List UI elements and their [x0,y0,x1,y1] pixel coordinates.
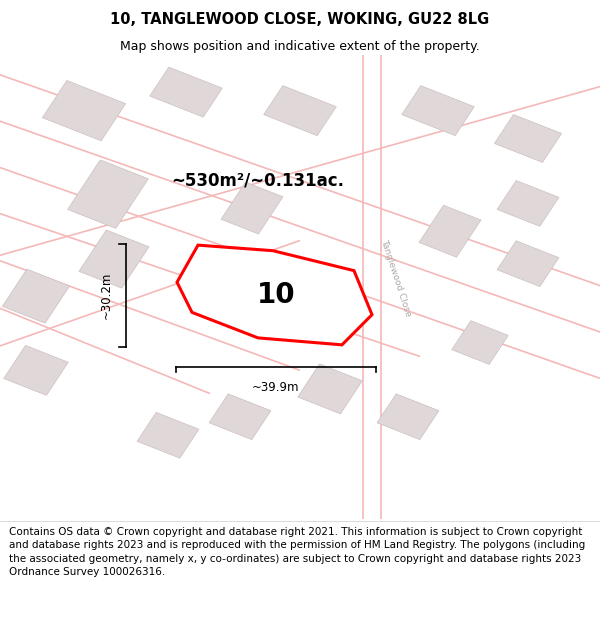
Polygon shape [419,205,481,258]
Polygon shape [137,412,199,458]
Polygon shape [265,258,335,316]
Polygon shape [68,160,148,228]
Text: ~39.9m: ~39.9m [252,381,299,394]
Polygon shape [177,245,372,345]
Polygon shape [497,241,559,287]
Text: Tanglewood Close: Tanglewood Close [379,238,413,318]
Polygon shape [298,364,362,414]
Polygon shape [264,86,336,136]
Text: Contains OS data © Crown copyright and database right 2021. This information is : Contains OS data © Crown copyright and d… [9,528,585,577]
Text: 10: 10 [257,281,295,309]
Polygon shape [497,181,559,226]
Polygon shape [4,346,68,395]
Polygon shape [2,269,70,323]
Polygon shape [402,86,474,136]
Polygon shape [150,67,222,117]
Text: 10, TANGLEWOOD CLOSE, WOKING, GU22 8LG: 10, TANGLEWOOD CLOSE, WOKING, GU22 8LG [110,12,490,27]
Text: ~30.2m: ~30.2m [100,272,113,319]
Text: Map shows position and indicative extent of the property.: Map shows position and indicative extent… [120,39,480,52]
Polygon shape [221,182,283,234]
Polygon shape [209,394,271,439]
Polygon shape [452,321,508,364]
Polygon shape [79,230,149,288]
Polygon shape [377,394,439,439]
Polygon shape [494,114,562,162]
Polygon shape [43,81,125,141]
Text: ~530m²/~0.131ac.: ~530m²/~0.131ac. [171,171,344,189]
